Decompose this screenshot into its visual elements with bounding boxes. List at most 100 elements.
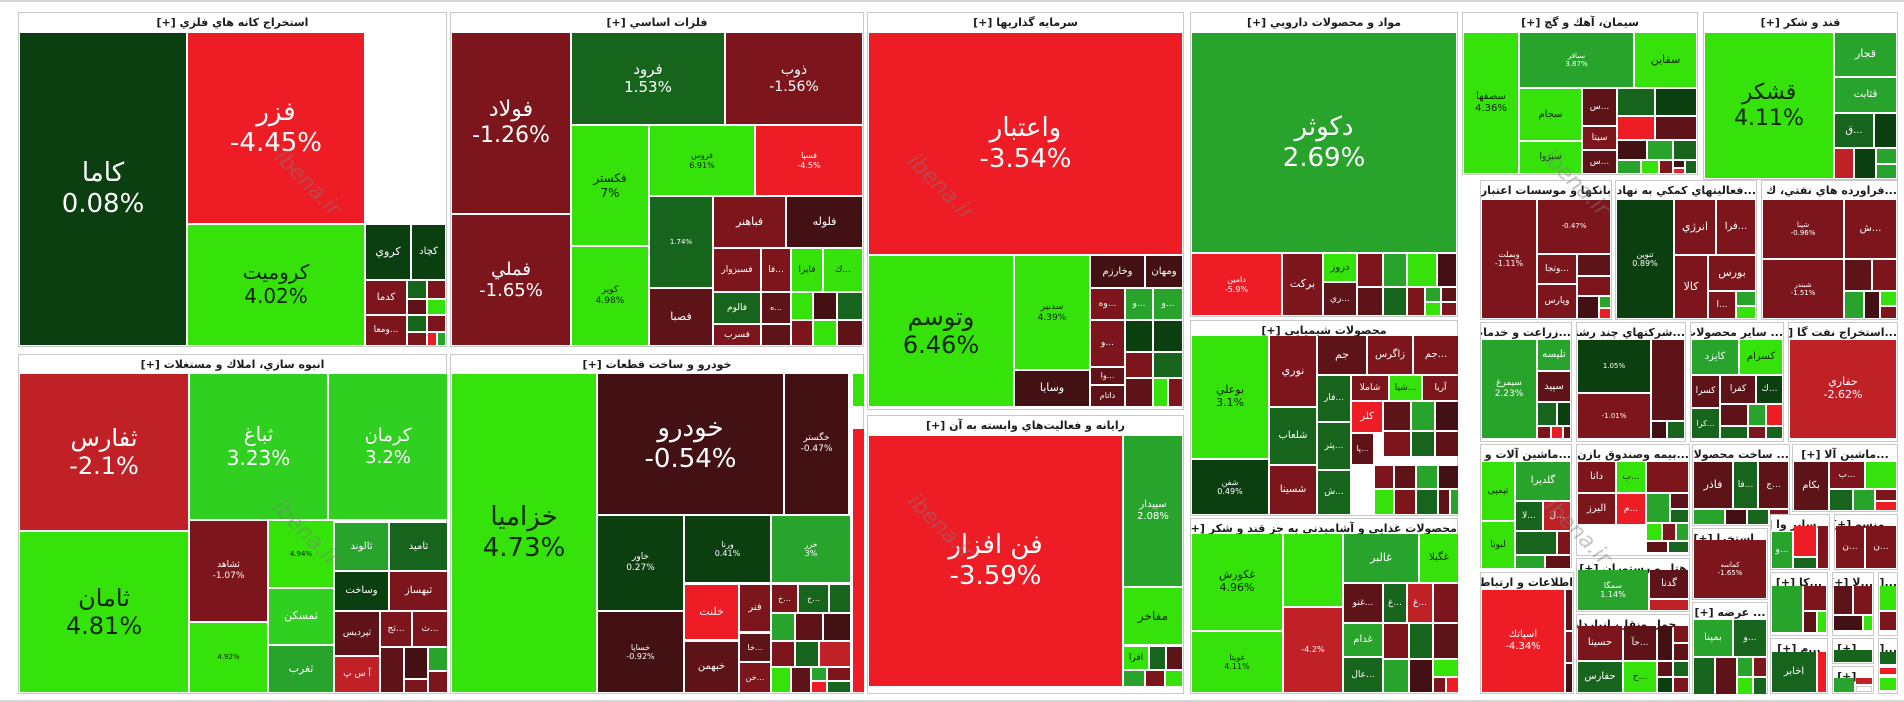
- tile[interactable]: [1652, 340, 1684, 420]
- sector-header[interactable]: ...بیمه وصندوق بازن [+]: [1577, 448, 1689, 461]
- tile-افرا[interactable]: افرا: [1124, 647, 1148, 669]
- tile-...ل[interactable]: ...ل: [1544, 502, 1570, 530]
- tile-ثشاهد[interactable]: ثشاهد -1.07%: [190, 521, 267, 621]
- tile-کالا[interactable]: کالا: [1675, 256, 1707, 318]
- tile[interactable]: [1674, 169, 1684, 173]
- tile-وبملت[interactable]: وبملت -1.11%: [1482, 200, 1536, 318]
- tile-...فرا[interactable]: ...فرا: [1717, 200, 1755, 254]
- tile-...ح[interactable]: ...ح: [1624, 662, 1656, 692]
- sector-header[interactable]: ... سایر محصولات [+]: [1691, 326, 1783, 339]
- tile-فروس[interactable]: فروس 6.91%: [650, 126, 754, 195]
- tile-...فا[interactable]: ...فا: [762, 249, 790, 291]
- tile[interactable]: [853, 374, 864, 406]
- tile[interactable]: -4.2%: [1284, 608, 1342, 692]
- tile[interactable]: [1438, 254, 1456, 286]
- tile[interactable]: [1737, 307, 1755, 318]
- tile[interactable]: [1442, 303, 1456, 315]
- tile-...ري[interactable]: ...ري: [1324, 283, 1356, 315]
- tile-...جم[interactable]: ...جم: [1414, 336, 1458, 374]
- tile[interactable]: [1375, 466, 1393, 488]
- tile-سپیدار[interactable]: سپیدار 2.08%: [1124, 436, 1182, 586]
- tile[interactable]: [1647, 462, 1688, 492]
- tile-سدبیر[interactable]: سدبیر 4.39%: [1015, 256, 1089, 369]
- tile-قشکر[interactable]: قشکر 4.11%: [1705, 33, 1833, 178]
- tile[interactable]: [1726, 510, 1746, 524]
- tile[interactable]: [1412, 402, 1434, 430]
- tile[interactable]: [1410, 624, 1432, 658]
- tile-اسیاتك[interactable]: اسیاتك -4.34%: [1482, 590, 1564, 692]
- tile[interactable]: [1864, 616, 1872, 630]
- tile-...پتر[interactable]: ...پتر: [1318, 423, 1350, 469]
- tile[interactable]: [1618, 89, 1654, 115]
- tile[interactable]: [1656, 117, 1696, 139]
- sector-header[interactable]: قند و شکر [+]: [1760, 16, 1841, 29]
- tile-سمگا[interactable]: سمگا 1.14%: [1578, 570, 1648, 610]
- tile[interactable]: [772, 642, 794, 666]
- tile[interactable]: [1384, 288, 1406, 315]
- tile[interactable]: [1652, 422, 1666, 438]
- tile-فسبزوار[interactable]: فسبزوار: [714, 249, 760, 291]
- tile[interactable]: [853, 429, 864, 692]
- sector-header[interactable]: ...کا [+]: [1775, 576, 1823, 589]
- tile[interactable]: [1674, 678, 1688, 692]
- tile-...وا[interactable]: ...وا: [1091, 368, 1124, 384]
- tile[interactable]: [792, 293, 812, 319]
- tile-...ن[interactable]: ...ن: [1866, 526, 1896, 568]
- sector-header[interactable]: اطلاعات و ارتباطات: [1481, 576, 1573, 589]
- tile-...ه[interactable]: ...ه: [762, 293, 790, 323]
- tile-سپید[interactable]: سپید: [1538, 372, 1570, 401]
- tile-...س[interactable]: ...س: [1583, 151, 1616, 173]
- tile-گلدیرا[interactable]: گلدیرا: [1516, 462, 1570, 500]
- tile[interactable]: [1674, 141, 1696, 159]
- tile[interactable]: [1578, 297, 1598, 318]
- tile[interactable]: [1566, 632, 1572, 662]
- tile-مفاخر[interactable]: مفاخر: [1124, 588, 1182, 644]
- tile-...ك[interactable]: ...ك: [824, 249, 862, 291]
- tile[interactable]: [1880, 652, 1896, 664]
- tile[interactable]: [1439, 490, 1449, 514]
- tile[interactable]: [772, 668, 790, 692]
- tile[interactable]: [762, 325, 790, 345]
- tile[interactable]: [1434, 584, 1458, 622]
- tile-زاگرس[interactable]: زاگرس: [1368, 336, 1412, 374]
- tile[interactable]: [428, 316, 445, 331]
- tile[interactable]: [1167, 647, 1182, 669]
- tile[interactable]: [1410, 660, 1432, 692]
- sector-header[interactable]: سرمایه گذاریها [+]: [973, 16, 1078, 29]
- tile[interactable]: [1566, 590, 1572, 630]
- tile[interactable]: [1873, 260, 1896, 290]
- tile-فالوم[interactable]: فالوم: [714, 293, 760, 323]
- tile-انرژي[interactable]: انرژي: [1675, 200, 1715, 254]
- tile-غگیلا[interactable]: غگیلا: [1420, 534, 1458, 582]
- tile-وخارزم[interactable]: وخارزم: [1091, 256, 1144, 287]
- tile[interactable]: [429, 648, 447, 670]
- tile-فزر[interactable]: فزر -4.45%: [188, 33, 364, 223]
- tile[interactable]: [812, 682, 826, 692]
- tile-...غنو[interactable]: ...غنو: [1344, 584, 1382, 622]
- tile[interactable]: [1754, 678, 1766, 694]
- tile[interactable]: 1.05%: [1578, 340, 1650, 392]
- tile[interactable]: [1818, 612, 1826, 632]
- tile-خزامیا[interactable]: خزامیا 4.73%: [452, 374, 596, 692]
- tile-سقاین[interactable]: سقاین: [1635, 33, 1696, 87]
- tile-کرومیت[interactable]: کرومیت 4.02%: [188, 225, 364, 345]
- tile[interactable]: [814, 321, 836, 345]
- tile[interactable]: [1772, 586, 1802, 632]
- tile[interactable]: [1558, 403, 1570, 425]
- tile-شاملا[interactable]: شاملا: [1352, 376, 1388, 400]
- tile-خودرو[interactable]: خودرو -0.54%: [598, 374, 783, 514]
- tile-ثامان[interactable]: ثامان 4.81%: [20, 532, 188, 692]
- tile-...شیا[interactable]: ...شیا: [1390, 376, 1421, 400]
- tile[interactable]: [1656, 89, 1696, 115]
- sector-header[interactable]: ... ساخت محصولات [+]: [1693, 448, 1789, 461]
- tile[interactable]: [1408, 288, 1424, 315]
- sector-header[interactable]: ...استخراج نفت گا [+]: [1789, 326, 1897, 339]
- tile[interactable]: [1663, 524, 1675, 540]
- tile[interactable]: [792, 668, 810, 692]
- tile-ثالوند[interactable]: ثالوند: [335, 523, 388, 570]
- tile-وتوسم[interactable]: وتوسم 6.46%: [869, 256, 1013, 406]
- tile[interactable]: [1375, 490, 1393, 514]
- tile[interactable]: [1830, 490, 1852, 510]
- tile[interactable]: [1674, 662, 1688, 676]
- tile-فکستر[interactable]: فکستر 7%: [572, 126, 648, 245]
